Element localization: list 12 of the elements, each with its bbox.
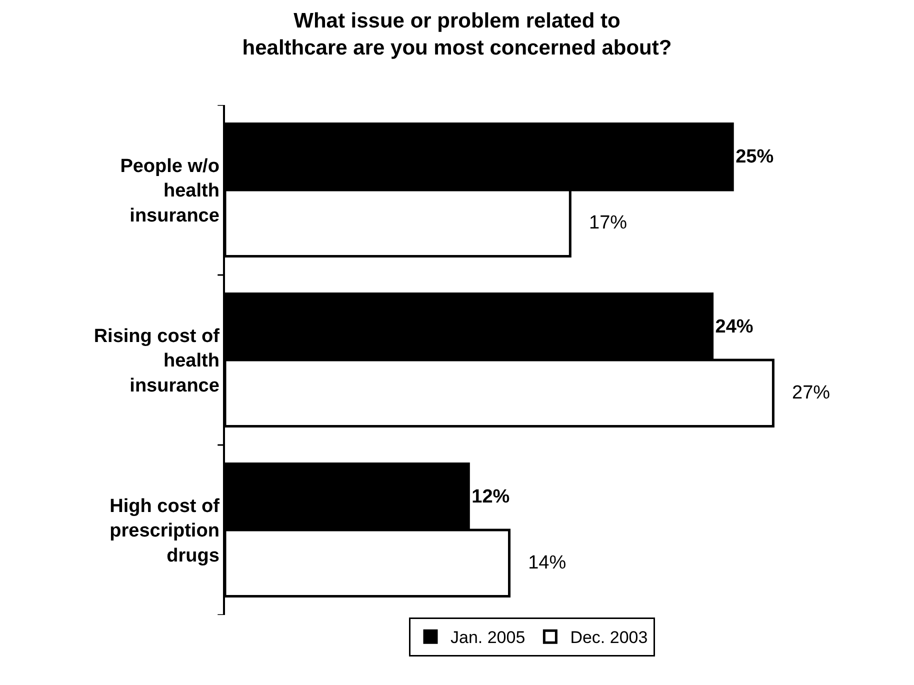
chart-title: What issue or problem related to healthcare are you most concerned about?	[242, 9, 672, 60]
data-label: 12%	[472, 486, 510, 508]
data-label: 27%	[776, 382, 830, 404]
y-tick-label: High cost of prescription drugs	[110, 496, 220, 566]
data-label: 17%	[573, 212, 628, 234]
data-label: 24%	[715, 316, 754, 338]
data-label: 14%	[512, 552, 566, 574]
y-tick-label: People w/o health insurance	[120, 156, 220, 226]
legend-label: Jan. 2005	[450, 628, 526, 648]
data-label: 25%	[736, 146, 774, 168]
y-tick-label: Rising cost of health insurance	[94, 326, 220, 396]
legend-label: Dec. 2003	[570, 628, 648, 648]
